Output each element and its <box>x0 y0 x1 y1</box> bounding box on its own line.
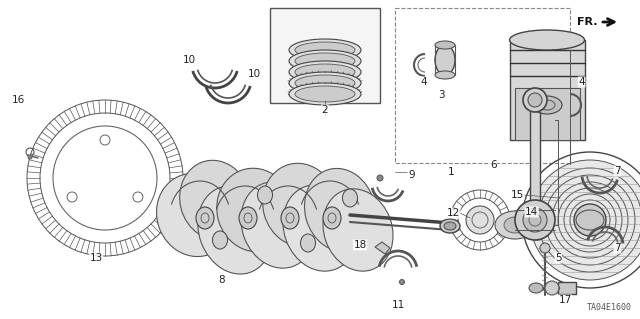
Text: 14: 14 <box>525 207 538 217</box>
Circle shape <box>523 208 547 232</box>
Circle shape <box>466 206 494 234</box>
Ellipse shape <box>241 182 315 268</box>
Bar <box>395 8 570 163</box>
Text: 3: 3 <box>438 90 444 100</box>
Circle shape <box>582 212 598 228</box>
Text: 17: 17 <box>558 295 572 305</box>
Ellipse shape <box>435 41 455 49</box>
Ellipse shape <box>504 217 526 233</box>
Text: 11: 11 <box>392 300 404 310</box>
Ellipse shape <box>532 96 562 114</box>
Ellipse shape <box>295 42 355 58</box>
Ellipse shape <box>180 160 250 240</box>
Ellipse shape <box>289 83 361 105</box>
Circle shape <box>564 194 616 246</box>
Ellipse shape <box>342 189 358 207</box>
Bar <box>558 282 576 294</box>
Ellipse shape <box>196 207 214 229</box>
Ellipse shape <box>435 71 455 79</box>
Ellipse shape <box>257 186 273 204</box>
Ellipse shape <box>295 75 355 91</box>
Polygon shape <box>375 242 390 254</box>
Circle shape <box>538 168 640 272</box>
Ellipse shape <box>239 207 257 229</box>
Circle shape <box>377 175 383 181</box>
Ellipse shape <box>212 231 227 249</box>
Bar <box>270 8 380 103</box>
Circle shape <box>552 182 628 258</box>
Ellipse shape <box>198 186 272 274</box>
Text: 10: 10 <box>183 55 196 65</box>
Ellipse shape <box>444 222 456 230</box>
Ellipse shape <box>305 168 376 252</box>
Text: 10: 10 <box>248 69 261 79</box>
Circle shape <box>523 88 547 112</box>
Text: 4: 4 <box>420 77 427 87</box>
Text: 7: 7 <box>614 166 621 176</box>
Circle shape <box>570 200 610 240</box>
Text: 15: 15 <box>511 190 524 200</box>
Circle shape <box>545 175 635 265</box>
Ellipse shape <box>289 72 361 94</box>
Text: 13: 13 <box>90 253 102 263</box>
Ellipse shape <box>529 283 543 293</box>
Circle shape <box>530 160 640 280</box>
Ellipse shape <box>157 174 234 256</box>
Ellipse shape <box>289 61 361 83</box>
Circle shape <box>574 204 606 236</box>
Text: 12: 12 <box>447 208 460 218</box>
Bar <box>510 40 585 140</box>
Circle shape <box>515 200 555 240</box>
Ellipse shape <box>576 210 604 230</box>
Bar <box>515 88 580 140</box>
Ellipse shape <box>301 234 316 252</box>
Ellipse shape <box>440 219 460 233</box>
Ellipse shape <box>509 30 584 50</box>
Ellipse shape <box>295 64 355 80</box>
Polygon shape <box>530 112 540 200</box>
Ellipse shape <box>323 207 341 229</box>
Text: 4: 4 <box>579 77 585 87</box>
Ellipse shape <box>295 53 355 69</box>
Text: 7: 7 <box>614 243 621 253</box>
Text: 5: 5 <box>555 253 562 263</box>
Ellipse shape <box>281 207 299 229</box>
Text: 18: 18 <box>353 240 367 250</box>
Ellipse shape <box>217 168 293 252</box>
Text: 16: 16 <box>12 95 24 105</box>
Text: 2: 2 <box>322 105 328 115</box>
Ellipse shape <box>495 211 535 239</box>
Text: TA04E1600: TA04E1600 <box>587 303 632 312</box>
Text: 9: 9 <box>408 170 415 180</box>
Text: FR.: FR. <box>577 17 597 27</box>
Circle shape <box>399 279 404 285</box>
Circle shape <box>540 243 550 253</box>
Ellipse shape <box>289 50 361 72</box>
Text: 1: 1 <box>448 167 454 177</box>
Ellipse shape <box>283 185 357 271</box>
Ellipse shape <box>289 39 361 61</box>
Circle shape <box>28 155 32 159</box>
Ellipse shape <box>295 86 355 102</box>
Circle shape <box>545 281 559 295</box>
Circle shape <box>528 93 542 107</box>
Circle shape <box>558 188 622 252</box>
Ellipse shape <box>262 163 337 247</box>
Text: 8: 8 <box>219 275 225 285</box>
Ellipse shape <box>323 189 393 271</box>
Text: 6: 6 <box>490 160 497 170</box>
Ellipse shape <box>435 45 455 75</box>
